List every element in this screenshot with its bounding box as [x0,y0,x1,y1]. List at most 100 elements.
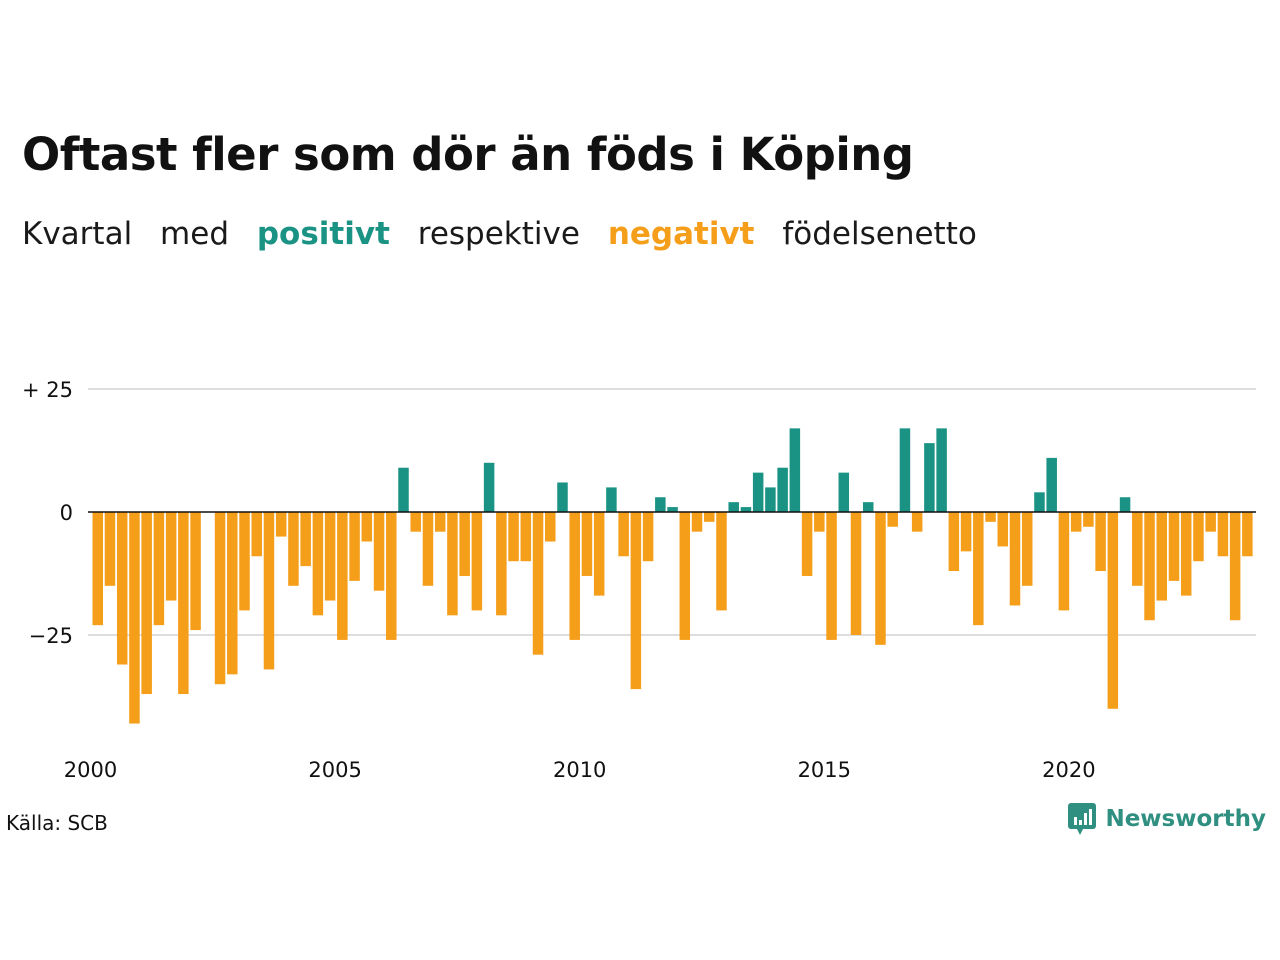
bar [459,512,470,576]
bar [496,512,507,616]
bar [141,512,152,695]
bar [1070,512,1082,532]
chart-logo-icon [1068,803,1097,835]
bar [373,512,385,591]
bar [520,512,532,562]
bar [801,512,813,576]
bar [593,512,605,596]
grid-lines [88,388,1256,636]
bar [655,497,666,512]
bar [1144,512,1155,621]
subtitle-word: Kvartal [22,216,133,252]
bar [642,512,654,562]
subtitle-negative-legend: negativt [607,216,755,252]
bar [361,512,373,542]
bar [532,512,544,655]
bar [765,487,776,512]
chart-subtitle: Kvartal med positivt respektive negativt… [22,216,995,252]
x-tick-label: 2020 [1042,758,1095,782]
bar [1058,512,1070,611]
bar [239,512,250,611]
bar [569,512,580,640]
bar [850,512,862,635]
bar [752,472,764,512]
bar [1095,512,1106,572]
bar [1021,512,1033,586]
bar [960,512,972,552]
bar [704,512,715,522]
bar [214,512,226,685]
bar [337,512,348,640]
bar [312,512,324,616]
bar [557,482,568,512]
bar [129,512,140,724]
bar [1180,512,1192,596]
bar [1217,512,1229,557]
bar [288,512,299,586]
bar [349,512,360,581]
bar [1009,512,1021,606]
bar [691,512,703,532]
bar [545,512,556,542]
bar [618,512,629,557]
bar [1168,512,1180,581]
chart-title: Oftast fler som dör än föds i Köping [22,128,914,181]
bar [1034,492,1045,512]
subtitle-word: respektive [417,216,580,252]
bar [936,428,947,512]
bar [251,512,262,557]
axes: + 25 0 −25 2000 2005 2010 2015 2020 [22,378,1256,782]
bar [165,512,177,601]
bar [116,512,128,665]
bar [997,512,1009,547]
bar [398,467,409,512]
bar [153,512,165,626]
brand-logo[interactable]: Newsworthy [1067,802,1266,836]
bar [838,472,850,512]
bar [1156,512,1168,601]
bar [924,443,935,512]
bar [324,512,336,601]
bar [178,512,189,695]
bar [1046,457,1057,512]
bar [985,512,996,522]
bar [422,512,434,586]
bar [948,512,960,572]
bar [679,512,691,640]
bar [581,512,593,576]
bar [190,512,201,631]
bar [447,512,458,616]
x-tick-label: 2010 [553,758,606,782]
bar [471,512,483,611]
bar [789,428,801,512]
bar [1193,512,1204,562]
bar [862,502,874,512]
bar [434,512,446,532]
bar [1229,512,1241,621]
bar [508,512,519,562]
bar [777,467,788,512]
subtitle-word: med [160,216,229,252]
bar [104,512,116,586]
y-tick-label: + 25 [22,378,73,402]
bar [630,512,642,690]
bar [911,512,923,532]
bar [410,512,421,532]
bar [716,512,727,611]
bar [740,507,752,512]
subtitle-word: födelsenetto [782,216,977,252]
bar [728,502,739,512]
y-tick-label: 0 [60,501,73,525]
bar [1119,497,1131,512]
bar [667,507,678,512]
source-note: Källa: SCB [6,811,108,835]
brand-name: Newsworthy [1105,806,1266,832]
bar [899,428,911,512]
bar [483,462,495,512]
y-tick-label: −25 [29,624,73,648]
bar [814,512,825,532]
bar [1205,512,1216,532]
bar [973,512,984,626]
x-tick-label: 2015 [798,758,851,782]
bar [887,512,898,527]
